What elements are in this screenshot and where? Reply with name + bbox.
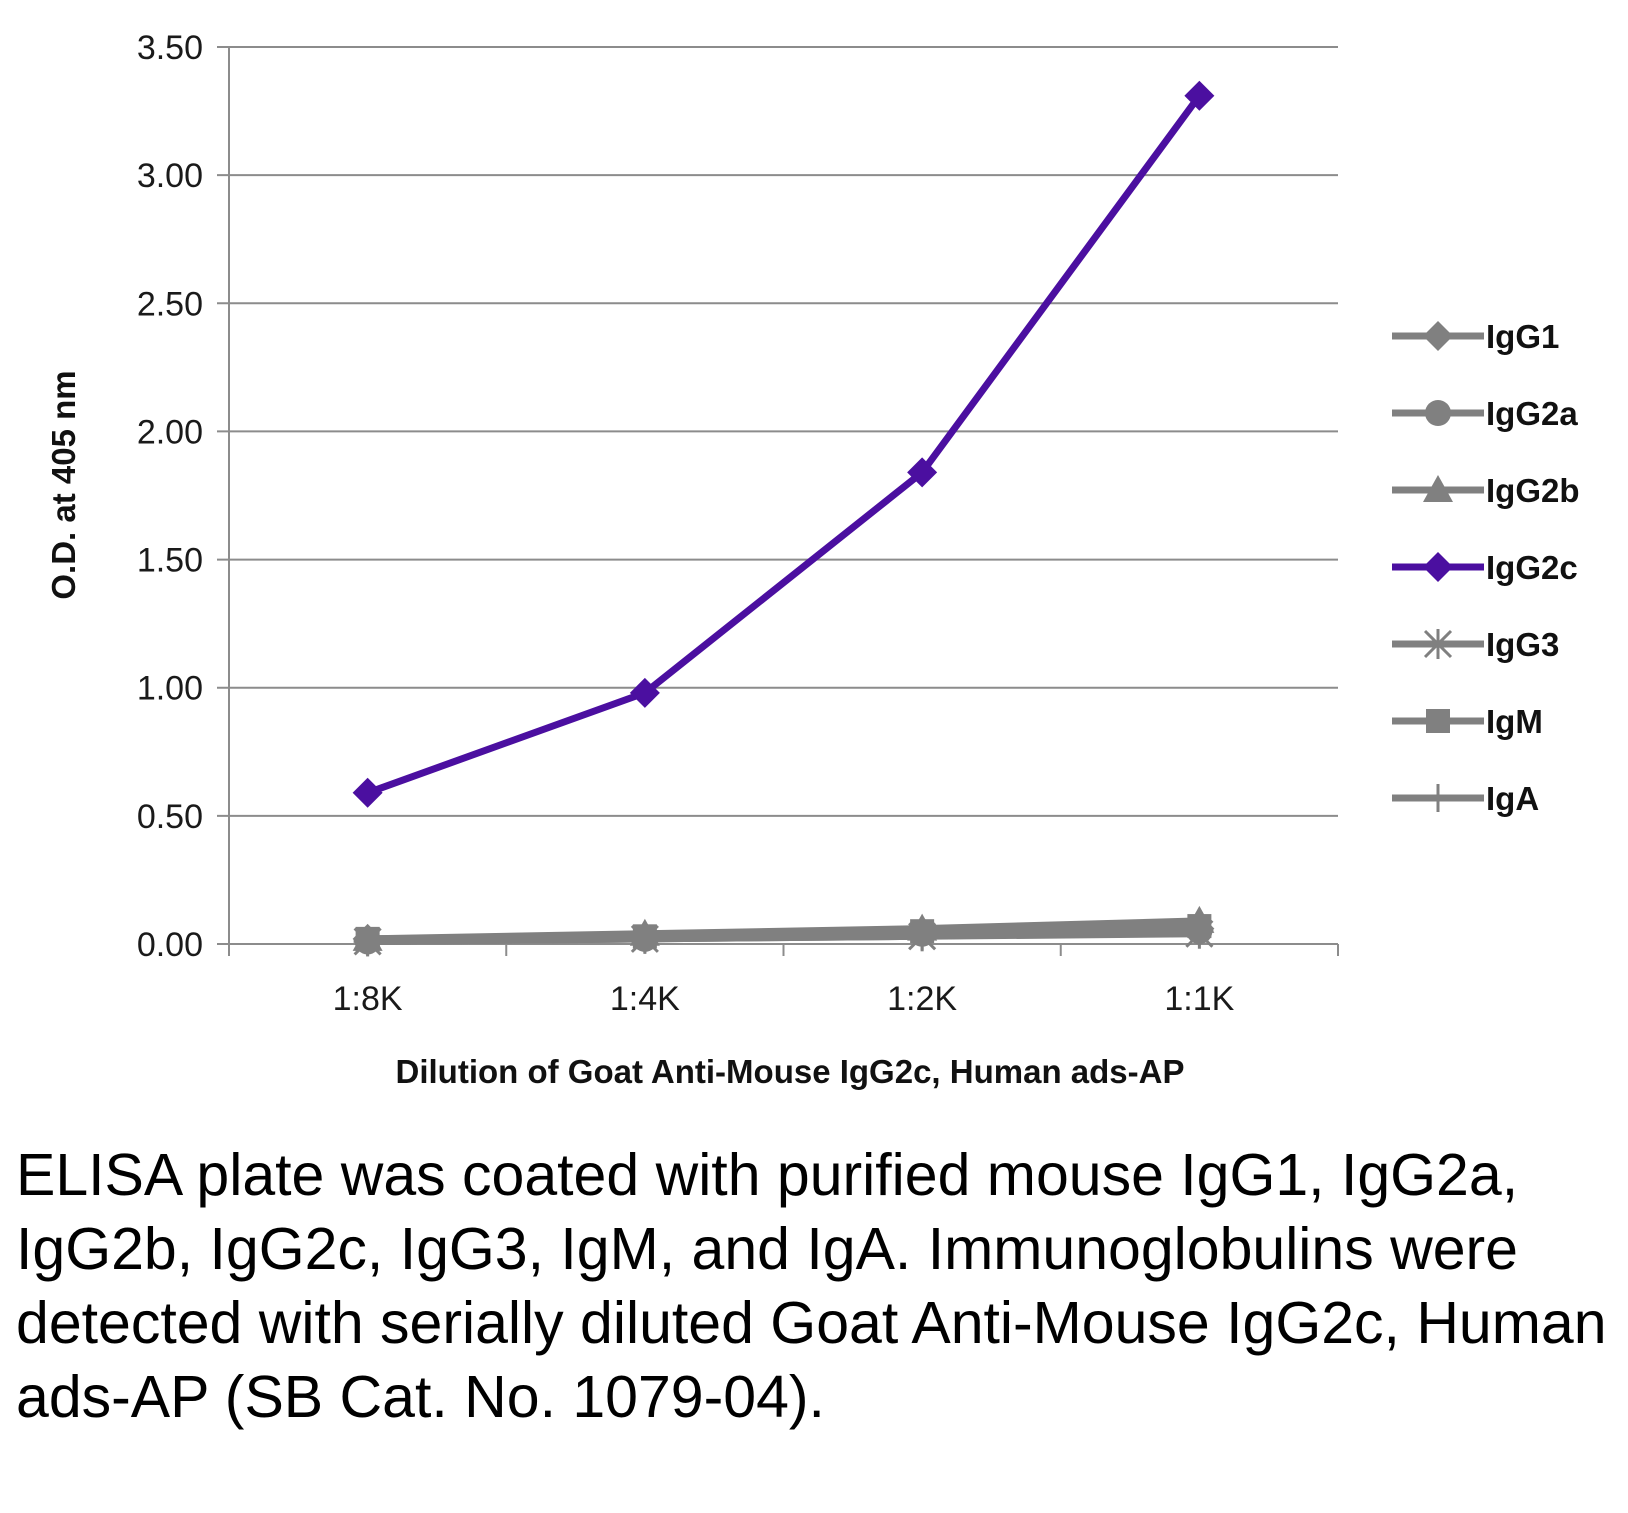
data-point-igg2c <box>907 457 938 488</box>
x-tick-label: 1:2K <box>887 980 957 1018</box>
legend-item-igg1: IgG1 <box>1392 318 1559 355</box>
y-tick-label: 2.50 <box>137 285 203 323</box>
data-point-iga <box>630 924 659 953</box>
x-tick-label: 1:8K <box>333 980 403 1018</box>
legend-label: IgG2c <box>1486 549 1578 586</box>
data-point-igg2c <box>352 777 383 808</box>
legend-item-iga: IgA <box>1392 780 1539 817</box>
y-tick-label: 1.00 <box>137 670 203 708</box>
x-tick-label: 1:1K <box>1164 980 1234 1018</box>
legend-marker-square <box>1426 709 1450 733</box>
legend-label: IgG3 <box>1486 626 1559 663</box>
x-tick-label: 1:4K <box>610 980 680 1018</box>
y-tick-labels: 0.00 0.50 1.00 1.50 2.00 2.50 3.00 3.50 <box>137 29 203 964</box>
data-point-iga <box>908 922 937 951</box>
data-point-iga <box>1185 917 1214 946</box>
legend-item-igg2c: IgG2c <box>1392 549 1578 586</box>
legend-label: IgG1 <box>1486 318 1559 355</box>
axes <box>228 47 1339 956</box>
legend-marker-circle <box>1425 400 1451 426</box>
data-point-igg2c <box>629 677 660 708</box>
legend-item-igg3: IgG3 <box>1392 626 1559 663</box>
legend-marker-star <box>1423 629 1453 659</box>
series-line-igg2c <box>366 93 1203 797</box>
legend-marker-plus <box>1424 784 1452 812</box>
series-igg2c <box>352 80 1215 808</box>
x-tick-labels: 1:8K 1:4K 1:2K 1:1K <box>333 980 1235 1018</box>
legend-item-igg2b: IgG2b <box>1392 472 1580 509</box>
x-axis-title: Dilution of Goat Anti-Mouse IgG2c, Human… <box>396 1053 1185 1090</box>
elisa-line-chart: 0.00 0.50 1.00 1.50 2.00 2.50 3.00 3.50 1:8K 1:4… <box>45 29 1580 1090</box>
y-tick-label: 2.00 <box>137 413 203 451</box>
legend-item-igm: IgM <box>1392 703 1543 740</box>
y-axis-title: O.D. at 405 nm <box>45 370 82 599</box>
legend-marker-triangle <box>1423 475 1453 502</box>
y-tick-label: 0.00 <box>137 926 203 964</box>
data-point-iga <box>353 927 382 956</box>
legend-label: IgM <box>1486 703 1543 740</box>
legend-label: IgA <box>1486 780 1539 817</box>
series-iga <box>353 917 1214 956</box>
y-tick-label: 1.50 <box>137 542 203 580</box>
legend-item-igg2a: IgG2a <box>1392 395 1578 432</box>
y-tick-label: 3.50 <box>137 29 203 67</box>
legend-label: IgG2b <box>1486 472 1580 509</box>
legend: IgG1 IgG2a IgG2b IgG2c IgG3 IgM IgA <box>1392 318 1580 817</box>
y-tick-label: 3.00 <box>137 157 203 195</box>
gridlines <box>217 46 1338 945</box>
y-tick-label: 0.50 <box>137 798 203 836</box>
series-line-iga <box>367 927 1200 945</box>
series-lines <box>352 80 1215 957</box>
data-point-igg2c <box>1184 80 1215 111</box>
figure-caption: ELISA plate was coated with purified mou… <box>16 1142 1607 1430</box>
legend-marker-diamond <box>1423 321 1453 351</box>
legend-label: IgG2a <box>1486 395 1578 432</box>
legend-marker-diamond <box>1423 552 1453 582</box>
